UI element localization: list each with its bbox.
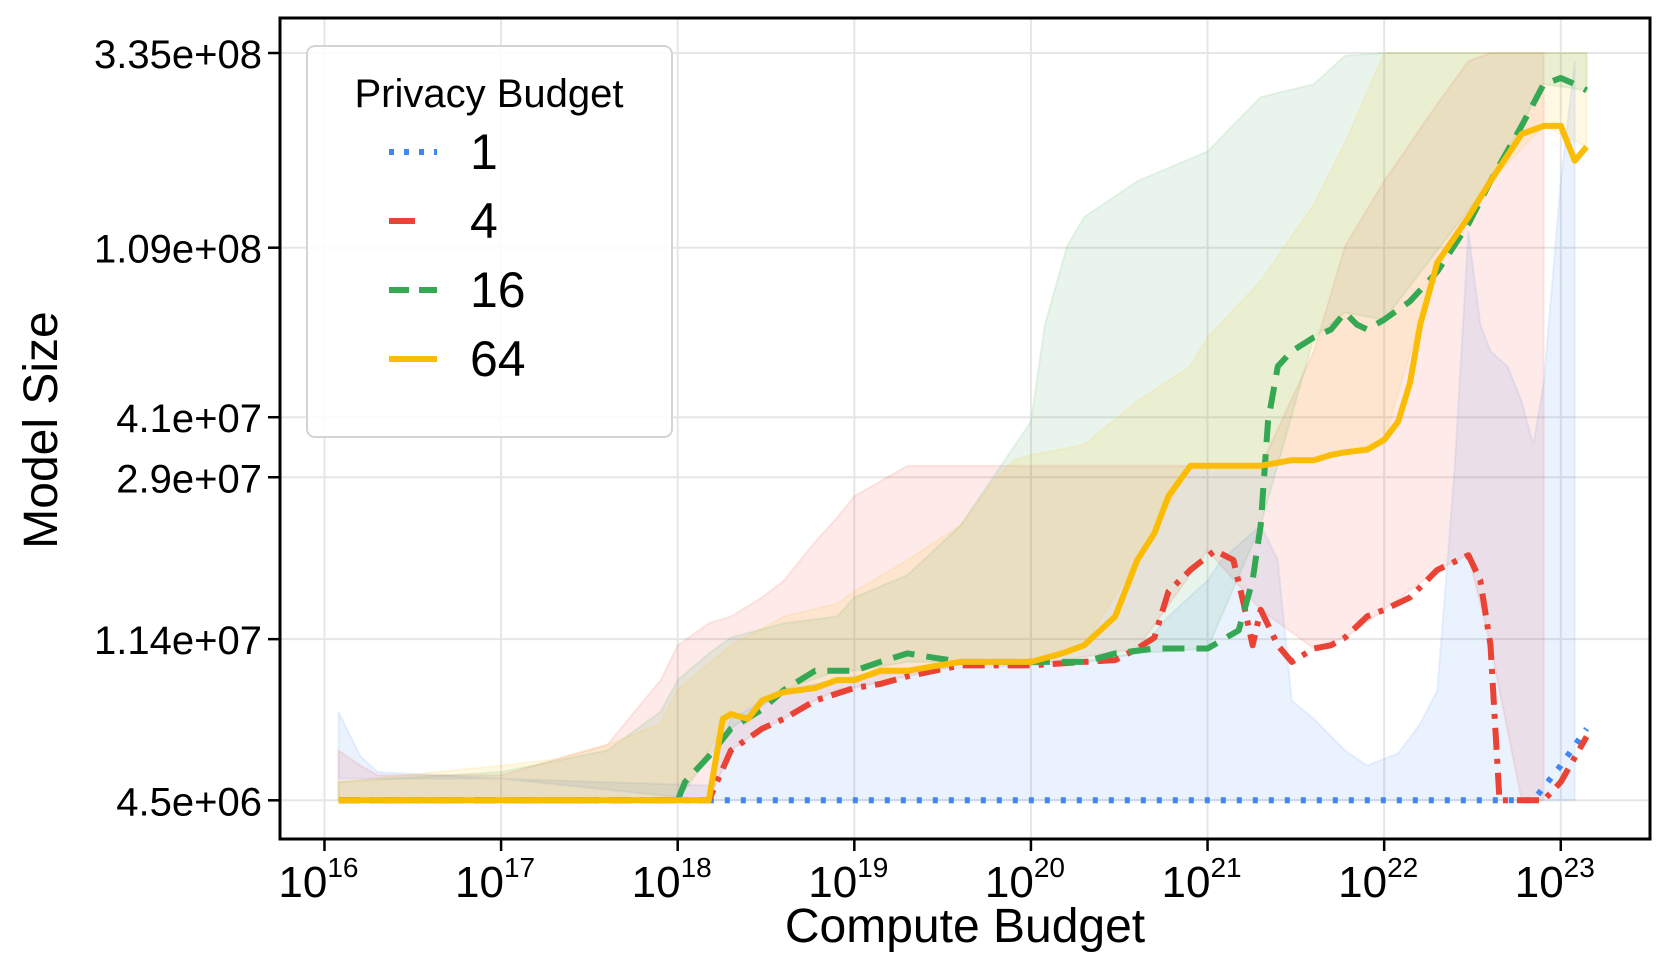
legend-box [306,45,673,438]
axis-layer: 1016 1017 1018 1019 1020 1021 1022 10234.5e+061… [94,33,1595,907]
x-tick-label-base: 10 [1338,858,1387,907]
x-tick-label: 1016 [278,852,358,907]
series-line-layer [338,75,1590,804]
x-tick-label-base: 10 [1161,858,1210,907]
x-tick-label-exponent: 22 [1387,852,1418,883]
x-tick-label-base: 10 [455,858,504,907]
y-axis-label: Model Size [15,311,68,548]
x-axis-label: Compute Budget [785,900,1145,953]
x-tick-label: 1017 [455,852,535,907]
legend-label-4: 4 [470,193,498,249]
line-series-64 [338,122,1589,804]
line-series-4 [338,547,1590,804]
x-tick-label-base: 10 [632,858,681,907]
x-tick-label-exponent: 16 [327,852,358,883]
x-tick-label-exponent: 23 [1564,852,1595,883]
x-tick-label: 1022 [1338,852,1418,907]
legend-label-16: 16 [470,262,526,318]
x-tick-label: 1018 [632,852,712,907]
legend-label-1: 1 [470,124,498,180]
y-tick-label: 1.09e+08 [94,228,262,272]
legend-title: Privacy Budget [354,72,623,116]
y-tick-label: 4.5e+06 [116,780,262,824]
legend: Privacy Budget 1 4 16 64 [306,45,673,438]
line-series-1 [708,726,1590,804]
x-tick-label-exponent: 17 [504,852,535,883]
x-tick-label-exponent: 21 [1210,852,1241,883]
x-tick-label-exponent: 20 [1034,852,1065,883]
y-tick-label: 1.14e+07 [94,619,262,663]
legend-label-64: 64 [470,331,526,387]
x-tick-label-base: 10 [278,858,327,907]
y-tick-label: 2.9e+07 [116,457,262,501]
y-tick-label: 4.1e+07 [116,397,262,441]
legend-entries: 1 4 16 64 [389,124,526,387]
plot-frame [278,16,1652,841]
x-tick-label: 1019 [808,852,888,907]
x-tick-label: 1023 [1515,852,1595,907]
x-tick-label-base: 10 [1515,858,1564,907]
x-tick-label-base: 10 [985,858,1034,907]
x-tick-label: 1021 [1161,852,1241,907]
x-tick-label-exponent: 19 [857,852,888,883]
x-tick-label-exponent: 18 [681,852,712,883]
x-tick-label-base: 10 [808,858,857,907]
y-tick-label: 3.35e+08 [94,33,262,77]
x-tick-label: 1020 [985,852,1065,907]
